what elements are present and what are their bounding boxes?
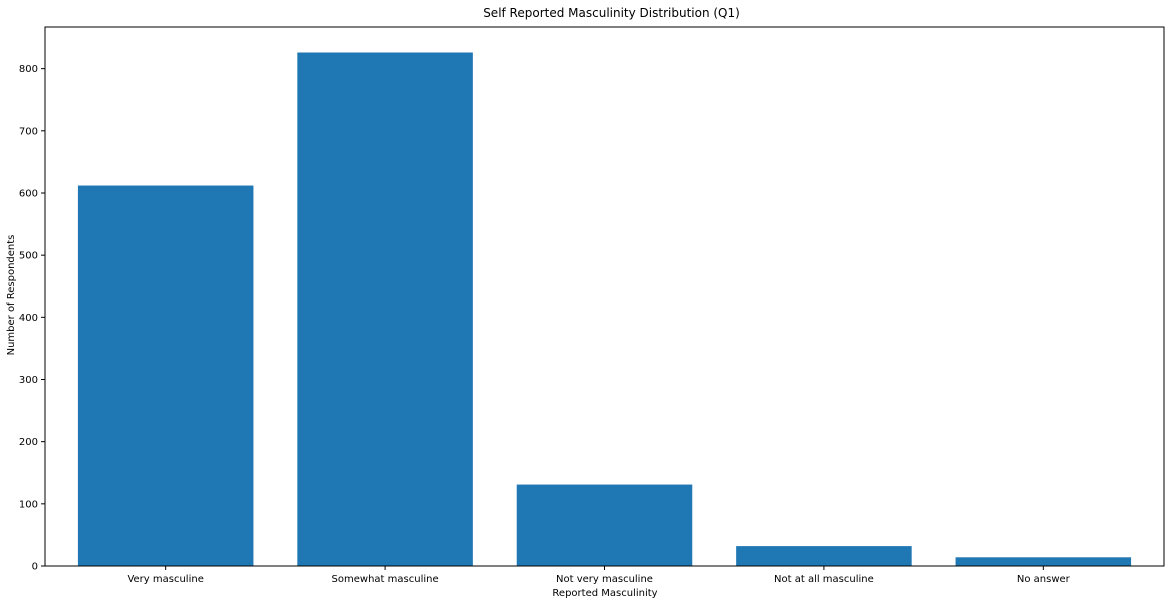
y-tick-label: 700 — [19, 126, 38, 137]
x-tick-label: Not at all masculine — [774, 574, 874, 585]
y-tick-label: 400 — [19, 313, 38, 324]
y-tick-label: 600 — [19, 188, 38, 199]
bar-very-masculine — [77, 185, 254, 566]
y-tick-label: 300 — [19, 375, 38, 386]
bar-somewhat-masculine — [297, 52, 473, 567]
y-tick-label: 200 — [19, 437, 38, 448]
bars-group — [77, 52, 1132, 567]
x-tick-label: No answer — [1017, 574, 1071, 585]
x-axis-label: Reported Masculinity — [552, 588, 657, 599]
y-tick-label: 0 — [32, 562, 38, 573]
x-tick-label: Not very masculine — [556, 574, 653, 585]
y-tick-label: 800 — [19, 64, 38, 75]
y-tick-label: 100 — [19, 499, 38, 510]
bar-not-very-masculine — [516, 484, 693, 566]
x-tick-label: Somewhat masculine — [332, 574, 439, 585]
x-axis-ticks: Very masculine Somewhat masculine Not very… — [127, 566, 1071, 585]
bar-not-at-all-masculine — [736, 546, 912, 566]
y-tick-label: 500 — [19, 251, 38, 262]
bar-no-answer — [955, 557, 1132, 566]
chart-title: Self Reported Masculinity Distribution (… — [483, 6, 740, 20]
x-tick-label: Very masculine — [127, 574, 203, 585]
plot-area-frame — [44, 26, 1165, 567]
y-axis-label: Number of Respondents — [6, 235, 17, 356]
y-axis-ticks: 0 100 200 300 400 500 600 700 800 — [19, 64, 45, 573]
